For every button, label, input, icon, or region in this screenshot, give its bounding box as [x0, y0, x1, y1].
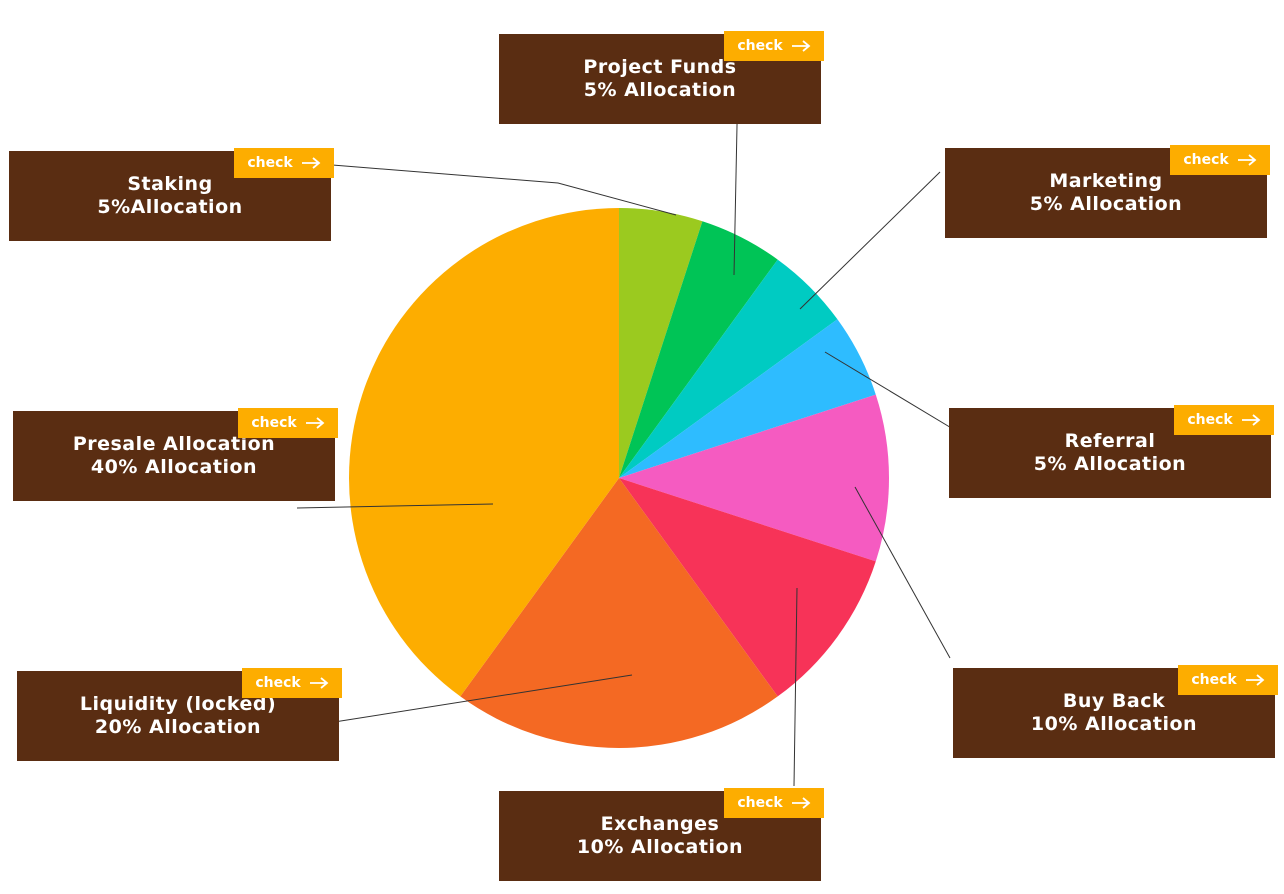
pie-slice-marketing: [619, 259, 838, 478]
check-button[interactable]: check: [1170, 145, 1270, 175]
card-staking: Staking 5%Allocation check: [9, 148, 334, 241]
card-referral: Referral 5% Allocation check: [949, 405, 1274, 498]
card-title: Liquidity (locked): [79, 693, 277, 715]
check-label: check: [1187, 412, 1233, 428]
card-exchanges: Exchanges 10% Allocation check: [499, 788, 824, 881]
arrow-right-icon: [309, 677, 329, 689]
check-label: check: [737, 795, 783, 811]
pie-slice-liquidity-locked: [460, 478, 778, 749]
leader-line-staking: [319, 163, 677, 216]
card-title: Exchanges: [600, 813, 720, 835]
check-button[interactable]: check: [724, 31, 824, 61]
check-button[interactable]: check: [234, 148, 334, 178]
card-title: Presale Allocation: [72, 433, 276, 455]
arrow-right-icon: [301, 157, 321, 169]
leader-line-buy-back: [854, 486, 951, 659]
check-label: check: [255, 675, 301, 691]
arrow-right-icon: [1245, 674, 1265, 686]
pie-slice-exchanges: [619, 478, 876, 697]
check-label: check: [1183, 152, 1229, 168]
pie-slices: [349, 208, 889, 749]
card-title: Marketing: [1049, 170, 1163, 192]
leader-lines: [296, 75, 959, 787]
arrow-right-icon: [1241, 414, 1261, 426]
arrow-right-icon: [305, 417, 325, 429]
card-allocation: 10% Allocation: [1030, 713, 1198, 735]
card-project-funds: Project Funds 5% Allocation check: [499, 31, 824, 124]
check-label: check: [247, 155, 293, 171]
leader-line-presale: [296, 503, 494, 509]
pie-slice-buy-back: [619, 394, 889, 562]
leader-line-referral: [824, 351, 959, 433]
card-buy-back: Buy Back 10% Allocation check: [953, 665, 1278, 758]
card-allocation: 5% Allocation: [1029, 193, 1183, 215]
card-liquidity: Liquidity (locked) 20% Allocation check: [17, 668, 342, 761]
card-allocation: 5%Allocation: [97, 196, 243, 218]
check-button[interactable]: check: [724, 788, 824, 818]
card-allocation: 5% Allocation: [1033, 453, 1187, 475]
leader-line-marketing: [799, 171, 941, 310]
card-presale: Presale Allocation 40% Allocation check: [13, 408, 338, 501]
card-allocation: 40% Allocation: [90, 456, 258, 478]
check-button[interactable]: check: [1174, 405, 1274, 435]
pie-slice-presale-allocation: [349, 208, 619, 697]
arrow-right-icon: [1237, 154, 1257, 166]
card-title: Project Funds: [583, 56, 737, 78]
leader-line-liquidity: [327, 674, 633, 724]
pie-slice-referral: [619, 319, 876, 478]
pie-slice-project-funds: [619, 221, 778, 479]
card-allocation: 20% Allocation: [94, 716, 262, 738]
check-button[interactable]: check: [242, 668, 342, 698]
card-title: Staking: [127, 173, 213, 195]
arrow-right-icon: [791, 797, 811, 809]
leader-line-exchanges: [793, 587, 798, 787]
arrow-right-icon: [791, 40, 811, 52]
check-button[interactable]: check: [1178, 665, 1278, 695]
check-label: check: [737, 38, 783, 54]
card-allocation: 5% Allocation: [583, 79, 737, 101]
check-label: check: [251, 415, 297, 431]
pie-slice-staking: [619, 208, 703, 478]
card-marketing: Marketing 5% Allocation check: [945, 145, 1270, 238]
card-allocation: 10% Allocation: [576, 836, 744, 858]
check-button[interactable]: check: [238, 408, 338, 438]
card-title: Referral: [1064, 430, 1156, 452]
card-title: Buy Back: [1062, 690, 1166, 712]
check-label: check: [1191, 672, 1237, 688]
